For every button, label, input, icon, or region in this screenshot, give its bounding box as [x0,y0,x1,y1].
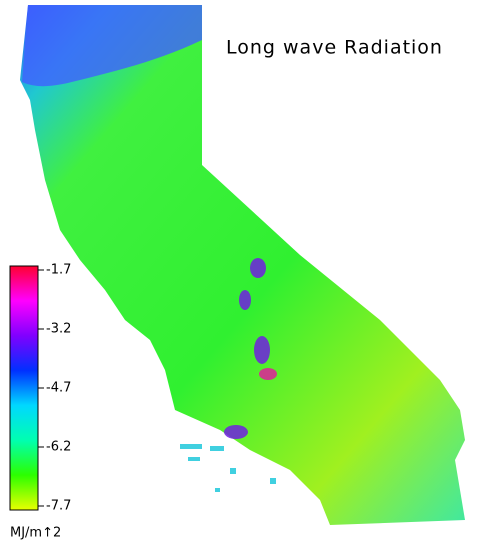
map-title: Long wave Radiation [226,37,443,59]
colorbar-label: MJ/m↑2 [10,526,61,541]
colorbar-tick-label: -7.7 [46,499,71,514]
colorbar-tick-label: -1.7 [46,263,71,278]
islands [180,444,276,492]
colorbar [9,265,39,511]
colorbar-tick-label: -4.7 [46,381,71,396]
california [20,5,465,525]
colorbar-tick-label: -3.2 [46,322,71,337]
north-coast-band [22,5,202,87]
sierra-highs [224,258,277,439]
colorbar-tick-label: -6.2 [46,440,71,455]
